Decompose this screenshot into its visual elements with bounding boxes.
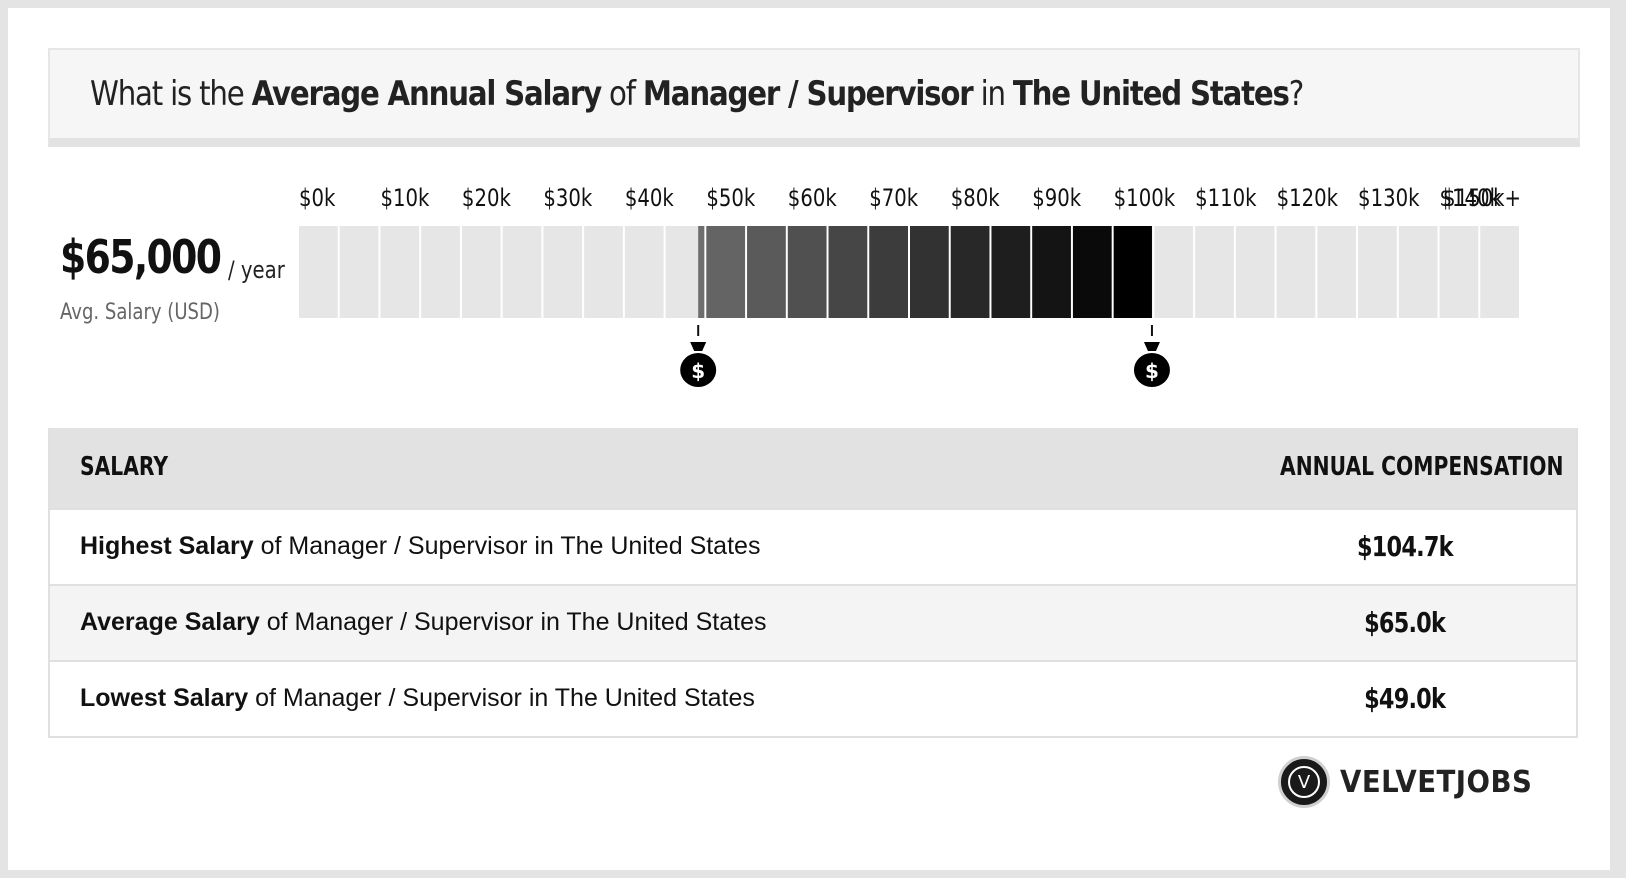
salary-range-chart: $0k $10k $20k $30k $40k $50k $60k $70k $80k $90k $…	[299, 185, 1521, 387]
title-part: The United States	[1012, 74, 1290, 114]
range-segment	[991, 226, 1031, 318]
chart-bin	[1154, 226, 1194, 318]
title-box: What is the Average Annual Salary of Man…	[48, 48, 1580, 147]
chart-bin	[461, 226, 501, 318]
tick-label: $10k	[380, 185, 429, 212]
tick-label: $110k	[1195, 185, 1257, 212]
title-part: Manager / Supervisor	[642, 74, 974, 114]
svg-text:$: $	[1145, 359, 1159, 383]
chart-bin	[1195, 226, 1234, 318]
chart-bin	[1235, 226, 1275, 318]
tick-label: $150k+	[1443, 185, 1521, 212]
range-segment	[828, 226, 868, 318]
money-bag-icon: $	[680, 342, 717, 387]
salary-table: SALARY ANNUAL COMPENSATION Highest Salar…	[48, 428, 1578, 738]
table-header: SALARY ANNUAL COMPENSATION	[50, 428, 1576, 508]
tick-label: $90k	[1032, 185, 1081, 212]
title-part: ?	[1288, 74, 1305, 114]
tick-label: $40k	[625, 185, 674, 212]
table-row: Average Salary of Manager / Supervisor i…	[50, 584, 1576, 660]
range-segment	[950, 226, 990, 318]
average-salary-value: $65,000	[60, 230, 222, 284]
chart-bin	[1276, 226, 1316, 318]
chart-bin	[1439, 226, 1479, 318]
row-label-rest: of Manager / Supervisor in The United St…	[248, 684, 755, 712]
tick-label: $140k	[1440, 185, 1502, 212]
tick-label: $30k	[543, 185, 592, 212]
chart-bin	[584, 226, 623, 318]
tick-label: $70k	[869, 185, 918, 212]
row-label-bold: Highest Salary	[80, 532, 254, 560]
row-value-text: $104.7k	[1357, 530, 1454, 563]
row-value: $104.7k	[1270, 530, 1540, 563]
title-part: of	[600, 74, 643, 114]
range-segment	[787, 226, 827, 318]
chart-bin	[543, 226, 583, 318]
tick-label: $130k	[1358, 185, 1420, 212]
range-segment	[1072, 226, 1112, 318]
row-value: $65.0k	[1270, 606, 1540, 639]
chart-bin	[665, 226, 705, 318]
row-label-bold: Average Salary	[80, 608, 260, 636]
row-value: $49.0k	[1270, 682, 1540, 715]
tick-label: $100k	[1114, 185, 1176, 212]
chart-bin	[339, 226, 379, 318]
logo-letter: V	[1288, 766, 1320, 798]
title-part: in	[972, 74, 1013, 114]
chart-bin	[1480, 226, 1519, 318]
row-label: Average Salary of Manager / Supervisor i…	[80, 608, 767, 637]
chart-bin	[624, 226, 664, 318]
title-part: Average Annual Salary	[251, 74, 603, 114]
chart-bin	[1398, 226, 1438, 318]
chart-bin	[299, 226, 338, 318]
row-label: Highest Salary of Manager / Supervisor i…	[80, 532, 760, 561]
chart-bin	[1317, 226, 1357, 318]
logo-wordmark: VELVETJOBS	[1340, 764, 1533, 800]
table-row: Highest Salary of Manager / Supervisor i…	[50, 508, 1576, 584]
range-segment	[698, 226, 705, 318]
range-segment	[747, 226, 786, 318]
column-header-compensation: ANNUAL COMPENSATION	[1280, 452, 1564, 482]
page-title: What is the Average Annual Salary of Man…	[90, 74, 1305, 114]
row-label-rest: of Manager / Supervisor in The United St…	[259, 608, 767, 636]
tick-label: $0k	[299, 185, 336, 212]
range-segment	[1032, 226, 1071, 318]
row-label-bold: Lowest Salary	[80, 684, 249, 712]
chart-bin	[380, 226, 420, 318]
row-label: Lowest Salary of Manager / Supervisor in…	[80, 684, 755, 713]
row-label-rest: of Manager / Supervisor in The United St…	[253, 532, 761, 560]
row-value-text: $65.0k	[1364, 606, 1447, 639]
column-header-salary: SALARY	[80, 452, 169, 482]
tick-label: $60k	[788, 185, 837, 212]
chart-bin	[421, 226, 460, 318]
salary-period: / year	[228, 256, 285, 284]
tick-label: $120k	[1277, 185, 1339, 212]
row-value-text: $49.0k	[1364, 682, 1447, 715]
range-segment	[706, 226, 746, 318]
title-part: What is the	[90, 74, 252, 114]
money-bag-icon: $	[1133, 342, 1170, 387]
velvetjobs-logo: V VELVETJOBS	[1278, 756, 1549, 808]
chart-bin	[502, 226, 542, 318]
range-segment	[910, 226, 949, 318]
table-row: Lowest Salary of Manager / Supervisor in…	[50, 660, 1576, 736]
range-segment	[1113, 226, 1152, 318]
chart-bin	[1358, 226, 1397, 318]
salary-card: What is the Average Annual Salary of Man…	[8, 8, 1610, 870]
svg-text:$: $	[691, 359, 705, 383]
average-salary-label: Avg. Salary (USD)	[60, 300, 220, 325]
range-segment	[869, 226, 908, 318]
tick-label: $80k	[951, 185, 1000, 212]
tick-label: $50k	[706, 185, 755, 212]
logo-mark-icon: V	[1278, 756, 1330, 808]
tick-label: $20k	[462, 185, 511, 212]
